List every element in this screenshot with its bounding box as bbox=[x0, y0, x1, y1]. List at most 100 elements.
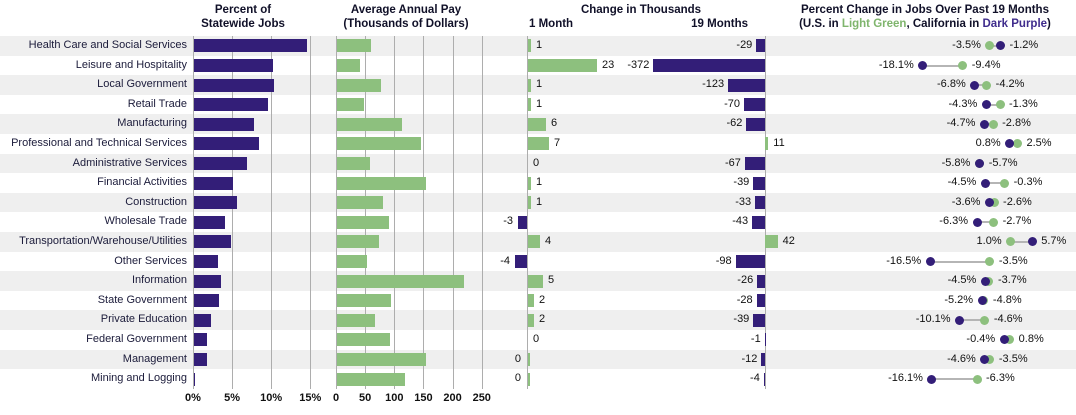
pct-jobs-axis-tick: 15% bbox=[299, 391, 322, 404]
one-month-bar bbox=[528, 274, 543, 288]
one-month-value: 7 bbox=[554, 137, 561, 149]
pct-change-right-value: -3.5% bbox=[998, 352, 1028, 365]
pct-change-left-value: -3.5% bbox=[952, 39, 981, 51]
avg-pay-bar bbox=[337, 254, 367, 268]
avg-pay-bar bbox=[337, 352, 427, 366]
one-month-bar bbox=[528, 137, 549, 151]
panel4-subtitle-lightgreen: Light Green bbox=[841, 18, 907, 30]
nineteen-month-value: -123 bbox=[702, 78, 725, 91]
pct-jobs-gridline bbox=[232, 36, 234, 389]
nineteen-month-value: -70 bbox=[724, 97, 740, 110]
one-month-value: 2 bbox=[539, 293, 546, 306]
pct-jobs-gridline bbox=[310, 36, 312, 389]
pay-gridline bbox=[423, 36, 425, 389]
nineteen-month-bar bbox=[757, 274, 765, 288]
us-dot bbox=[989, 217, 999, 227]
row-label-sector: Private Education bbox=[100, 313, 187, 326]
pay-gridline bbox=[365, 36, 367, 389]
pct-jobs-bar bbox=[194, 196, 237, 210]
nineteen-month-bar bbox=[761, 352, 765, 366]
one-month-zero-line bbox=[527, 36, 528, 389]
row-label-sector: Financial Activities bbox=[97, 176, 187, 189]
panel4-subtitle-mid: , California in bbox=[906, 18, 983, 30]
avg-pay-bar bbox=[337, 372, 405, 386]
us-dot bbox=[985, 354, 995, 364]
one-month-bar bbox=[528, 372, 530, 386]
pct-jobs-bar bbox=[194, 215, 226, 229]
one-month-value: 1 bbox=[536, 97, 543, 110]
dot-connector-line bbox=[931, 378, 978, 381]
pct-change-left-value: -4.5% bbox=[947, 176, 977, 189]
ca-dot bbox=[979, 119, 989, 129]
pay-gridline bbox=[481, 36, 483, 389]
row-label-sector: Retail Trade bbox=[127, 97, 187, 110]
pct-change-right-value: 2.5% bbox=[1026, 137, 1052, 149]
one-month-bar bbox=[518, 215, 527, 229]
dot-connector-line bbox=[1010, 241, 1033, 243]
pct-change-left-value: -4.6% bbox=[947, 352, 976, 365]
pct-change-left-value: -16.5% bbox=[886, 254, 922, 267]
nineteen-month-bar bbox=[756, 39, 765, 53]
pct-jobs-gridline bbox=[193, 36, 194, 389]
one-month-value: 1 bbox=[536, 39, 543, 51]
one-month-value: 2 bbox=[539, 313, 546, 326]
nineteen-month-bar bbox=[735, 254, 765, 268]
pct-change-right-value: -2.7% bbox=[1002, 215, 1032, 228]
pct-jobs-bar bbox=[194, 235, 231, 249]
pay-gridline bbox=[452, 36, 454, 389]
pay-axis-tick: 250 bbox=[472, 391, 491, 404]
avg-pay-bar bbox=[337, 156, 371, 170]
nineteen-month-value: -43 bbox=[732, 215, 749, 228]
one-month-value: 1 bbox=[536, 78, 543, 91]
pct-change-right-value: -2.6% bbox=[1003, 195, 1032, 208]
nineteen-month-bar bbox=[746, 117, 765, 131]
dot-connector-line bbox=[985, 182, 1005, 185]
row-label-sector: Federal Government bbox=[86, 333, 187, 345]
row-label-sector: State Government bbox=[97, 293, 187, 306]
one-month-value: -4 bbox=[500, 254, 510, 267]
one-month-value: 0 bbox=[533, 156, 540, 169]
one-month-value: 4 bbox=[545, 235, 552, 247]
pct-change-right-value: -4.6% bbox=[993, 313, 1023, 326]
ca-dot bbox=[980, 178, 990, 188]
one-month-bar bbox=[528, 58, 597, 72]
avg-pay-bar bbox=[337, 294, 392, 308]
row-stripe bbox=[0, 192, 1076, 213]
panel4-title: Percent Change in Jobs Over Past 19 Mont… bbox=[801, 4, 1049, 16]
pct-change-left-value: -3.6% bbox=[951, 195, 981, 208]
pct-jobs-bar bbox=[194, 352, 208, 366]
row-stripe bbox=[0, 349, 1076, 370]
us-dot bbox=[972, 374, 982, 384]
pct-change-right-value: 5.7% bbox=[1041, 235, 1067, 247]
nineteen-month-value: -29 bbox=[736, 39, 753, 51]
one-month-value: 1 bbox=[536, 195, 543, 208]
ca-dot bbox=[981, 100, 991, 110]
us-dot bbox=[1006, 237, 1016, 247]
ca-dot bbox=[972, 217, 982, 227]
us-dot bbox=[985, 256, 995, 266]
one-month-value: 0 bbox=[514, 372, 521, 385]
pct-change-right-value: -3.5% bbox=[998, 254, 1028, 267]
pct-jobs-bar bbox=[194, 176, 234, 190]
ca-dot bbox=[925, 256, 935, 266]
ca-dot bbox=[927, 374, 937, 384]
nineteen-month-value: -67 bbox=[725, 156, 741, 169]
one-month-bar bbox=[528, 235, 540, 249]
ca-dot bbox=[955, 315, 965, 325]
nineteen-month-value: -39 bbox=[733, 176, 750, 189]
pct-jobs-gridline bbox=[271, 36, 273, 389]
pct-jobs-bar bbox=[194, 372, 195, 386]
nineteen-month-bar bbox=[756, 294, 765, 308]
pct-change-left-value: -16.1% bbox=[888, 372, 923, 385]
one-month-bar bbox=[515, 254, 527, 268]
avg-pay-bar bbox=[337, 235, 379, 249]
dot-connector-line bbox=[959, 319, 985, 322]
pct-change-right-value: -5.7% bbox=[988, 156, 1018, 169]
nineteen-month-value: -28 bbox=[736, 293, 753, 306]
one-month-value: -3 bbox=[503, 215, 513, 228]
one-month-value: 23 bbox=[602, 58, 615, 71]
pct-jobs-bar bbox=[194, 137, 259, 151]
pct-jobs-bar bbox=[194, 39, 308, 53]
pct-change-right-value: -2.8% bbox=[1002, 117, 1031, 130]
avg-pay-bar bbox=[337, 137, 421, 151]
